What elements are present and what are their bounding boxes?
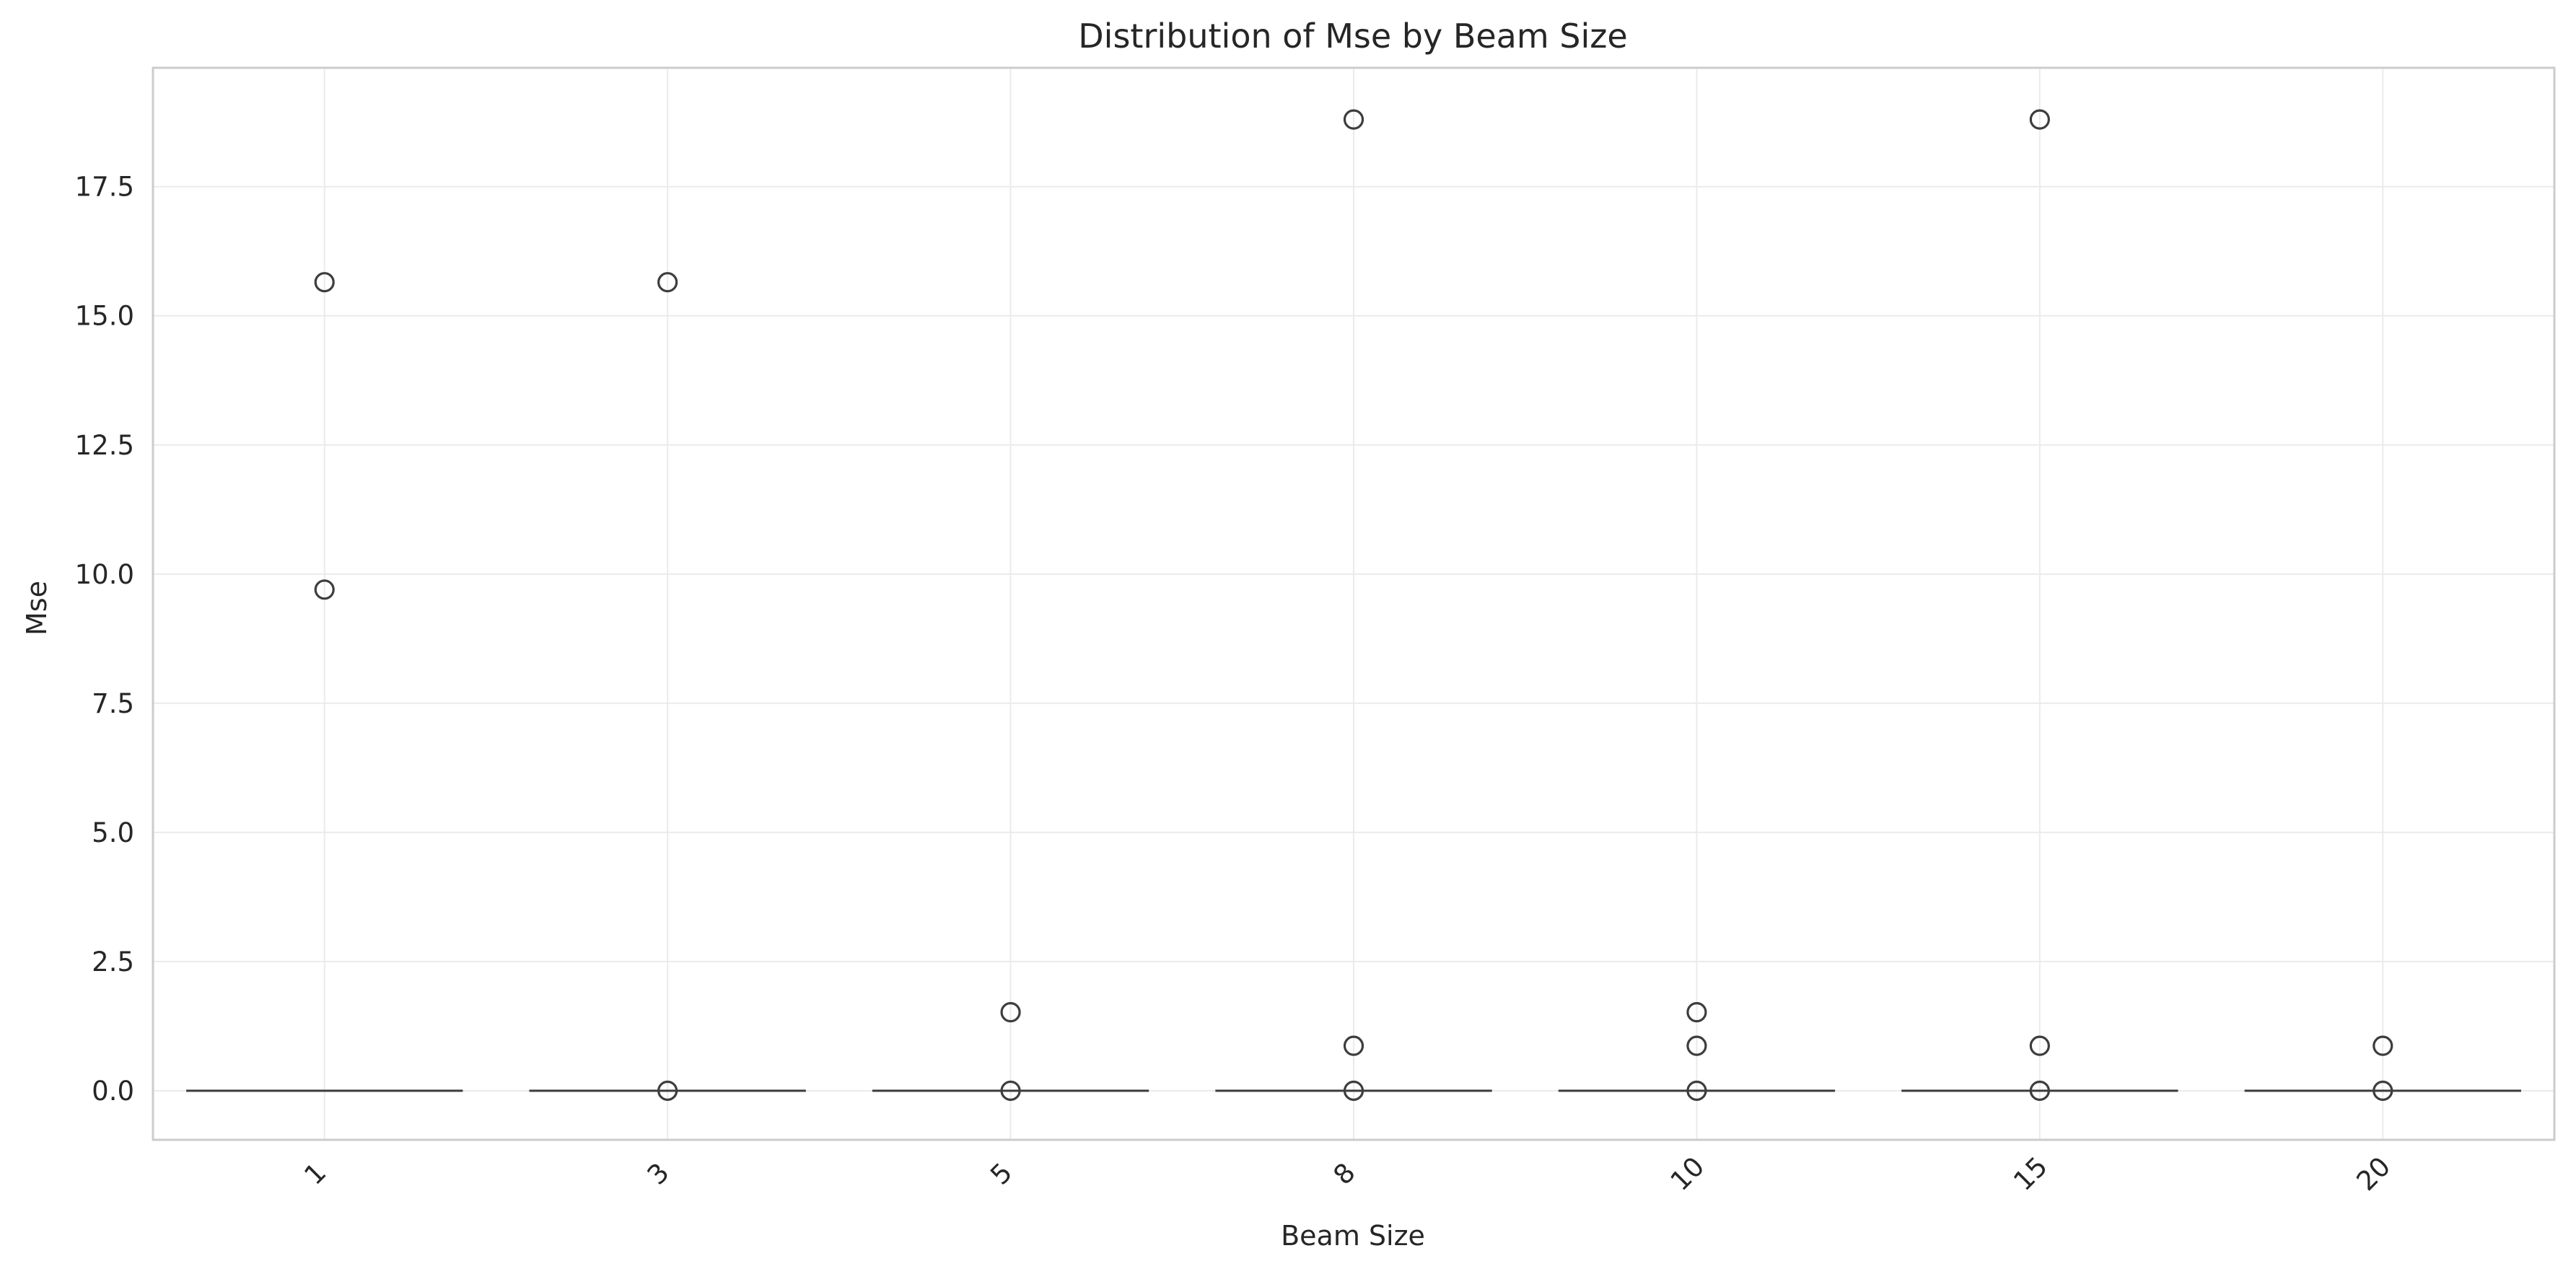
x-tick-label: 3 <box>641 1157 675 1191</box>
y-tick-label: 5.0 <box>92 817 134 848</box>
y-tick-labels: 0.0 2.5 5.0 7.5 10.0 12.5 15.0 17.5 <box>75 172 134 1107</box>
outlier-point <box>1686 1002 1707 1023</box>
x-tick-label: 8 <box>1328 1157 1362 1191</box>
outlier-point <box>1000 1002 1021 1023</box>
y-tick-label: 7.5 <box>92 688 134 719</box>
box-plot-marks <box>186 109 2521 1102</box>
outlier-point <box>314 579 335 600</box>
y-tick-label: 17.5 <box>75 172 134 203</box>
x-tick-label: 15 <box>2007 1151 2054 1197</box>
plot-frame <box>152 66 2556 1141</box>
outlier-point <box>657 272 678 293</box>
grid-lines <box>153 68 2554 1140</box>
outlier-point <box>2029 109 2050 130</box>
chart-title: Distribution of Mse by Beam Size <box>1078 17 1627 56</box>
x-tick-label: 5 <box>984 1157 1018 1191</box>
outlier-point <box>2373 1080 2393 1102</box>
x-tick-label: 1 <box>298 1157 332 1191</box>
x-tick-labels: 1 3 5 8 10 15 20 <box>298 1151 2396 1197</box>
y-axis-label: Mse <box>21 581 53 636</box>
y-tick-label: 12.5 <box>75 430 134 461</box>
outlier-point <box>1343 1080 1364 1102</box>
y-tick-label: 2.5 <box>92 946 134 978</box>
outlier-point <box>2029 1035 2050 1056</box>
outlier-point <box>1343 1035 1364 1056</box>
outlier-point <box>2373 1035 2393 1056</box>
outlier-point <box>1686 1035 1707 1056</box>
x-tick-label: 10 <box>1665 1151 1711 1197</box>
y-tick-label: 10.0 <box>75 559 134 590</box>
outlier-point <box>657 1080 678 1102</box>
outlier-point <box>1000 1080 1021 1102</box>
outlier-point <box>314 272 335 293</box>
outlier-point <box>1686 1080 1707 1102</box>
x-tick-label: 20 <box>2351 1151 2397 1197</box>
x-axis-label: Beam Size <box>1281 1220 1425 1252</box>
outlier-point <box>1343 109 1364 130</box>
y-tick-label: 15.0 <box>75 301 134 332</box>
y-tick-label: 0.0 <box>92 1076 134 1107</box>
outlier-point <box>2029 1080 2050 1102</box>
